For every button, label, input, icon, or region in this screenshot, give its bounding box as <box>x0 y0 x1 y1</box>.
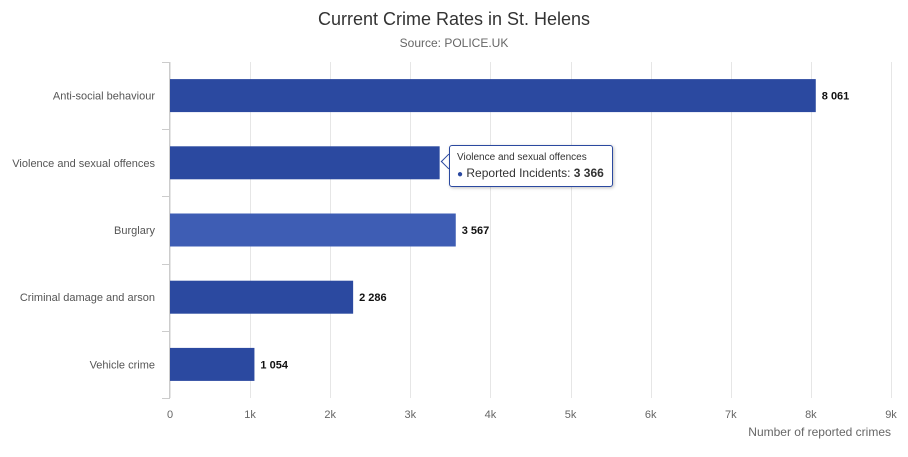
x-tick-label: 7k <box>725 409 737 421</box>
category-label: Vehicle crime <box>90 359 155 371</box>
x-tick-label: 0 <box>167 409 173 421</box>
x-axis-title: Number of reported crimes <box>748 425 891 439</box>
bar <box>170 347 255 381</box>
tooltip-series-label: Reported Incidents: <box>466 166 574 180</box>
chart-subtitle: Source: POLICE.UK <box>399 36 509 50</box>
bar <box>170 146 440 180</box>
series-dot-icon: ● <box>457 169 464 180</box>
chart-title: Current Crime Rates in St. Helens <box>317 9 591 29</box>
x-tick-label: 6k <box>645 409 657 421</box>
bar <box>170 280 354 314</box>
data-label: 3 567 <box>462 225 490 237</box>
category-label: Burglary <box>114 225 155 237</box>
data-label: 2 286 <box>359 292 387 304</box>
tooltip-value-line: ● Reported Incidents: 3 366 <box>457 166 604 180</box>
chart-tooltip: Violence and sexual offences ● Reported … <box>449 145 613 187</box>
tooltip-category: Violence and sexual offences <box>457 152 587 163</box>
category-label: Anti-social behaviour <box>53 91 155 103</box>
bar <box>170 79 816 113</box>
x-tick-label: 8k <box>805 409 817 421</box>
x-tick-label: 3k <box>405 409 417 421</box>
x-tick-label: 2k <box>324 409 336 421</box>
x-tick-label: 5k <box>565 409 577 421</box>
x-tick-label: 9k <box>885 409 897 421</box>
category-label: Violence and sexual offences <box>12 158 155 170</box>
x-tick-label: 4k <box>485 409 497 421</box>
data-label: 8 061 <box>822 91 850 103</box>
bar <box>170 213 456 247</box>
tooltip-value: 3 366 <box>573 166 604 180</box>
x-tick-label: 1k <box>244 409 256 421</box>
data-label: 1 054 <box>260 359 288 371</box>
category-label: Criminal damage and arson <box>20 292 155 304</box>
